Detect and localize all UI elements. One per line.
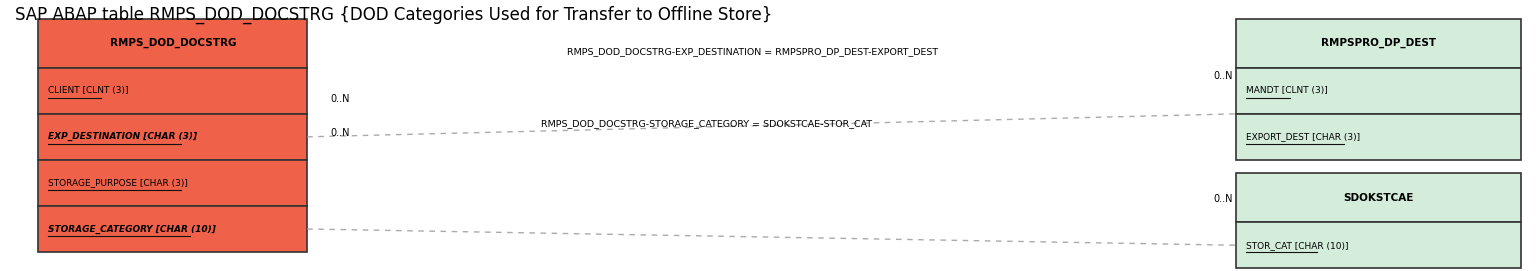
Text: 0..N: 0..N xyxy=(1213,71,1233,81)
Bar xyxy=(38,206,307,252)
Text: SDOKSTCAE: SDOKSTCAE xyxy=(1344,193,1413,203)
Bar xyxy=(38,160,307,206)
Text: STORAGE_CATEGORY [CHAR (10)]: STORAGE_CATEGORY [CHAR (10)] xyxy=(48,224,215,234)
Bar xyxy=(1236,19,1521,68)
Text: RMPS_DOD_DOCSTRG-STORAGE_CATEGORY = SDOKSTCAE-STOR_CAT: RMPS_DOD_DOCSTRG-STORAGE_CATEGORY = SDOK… xyxy=(541,119,872,128)
Bar xyxy=(38,114,307,160)
Text: MANDT [CLNT (3)]: MANDT [CLNT (3)] xyxy=(1246,86,1327,95)
Text: SAP ABAP table RMPS_DOD_DOCSTRG {DOD Categories Used for Transfer to Offline Sto: SAP ABAP table RMPS_DOD_DOCSTRG {DOD Cat… xyxy=(15,5,773,24)
Text: RMPS_DOD_DOCSTRG: RMPS_DOD_DOCSTRG xyxy=(109,38,237,49)
Bar xyxy=(1236,68,1521,114)
Bar xyxy=(38,19,307,68)
Text: 0..N: 0..N xyxy=(330,94,350,104)
Text: STOR_CAT [CHAR (10)]: STOR_CAT [CHAR (10)] xyxy=(1246,241,1349,250)
Text: RMPS_DOD_DOCSTRG-EXP_DESTINATION = RMPSPRO_DP_DEST-EXPORT_DEST: RMPS_DOD_DOCSTRG-EXP_DESTINATION = RMPSP… xyxy=(567,47,938,56)
Text: CLIENT [CLNT (3)]: CLIENT [CLNT (3)] xyxy=(48,86,127,95)
Text: RMPSPRO_DP_DEST: RMPSPRO_DP_DEST xyxy=(1321,38,1436,49)
Text: EXP_DESTINATION [CHAR (3)]: EXP_DESTINATION [CHAR (3)] xyxy=(48,132,197,141)
Bar xyxy=(1236,222,1521,268)
Bar xyxy=(1236,114,1521,160)
Text: 0..N: 0..N xyxy=(330,128,350,138)
Text: STORAGE_PURPOSE [CHAR (3)]: STORAGE_PURPOSE [CHAR (3)] xyxy=(48,178,187,188)
Bar xyxy=(38,68,307,114)
Bar xyxy=(1236,173,1521,222)
Text: 0..N: 0..N xyxy=(1213,194,1233,204)
Text: EXPORT_DEST [CHAR (3)]: EXPORT_DEST [CHAR (3)] xyxy=(1246,132,1359,141)
